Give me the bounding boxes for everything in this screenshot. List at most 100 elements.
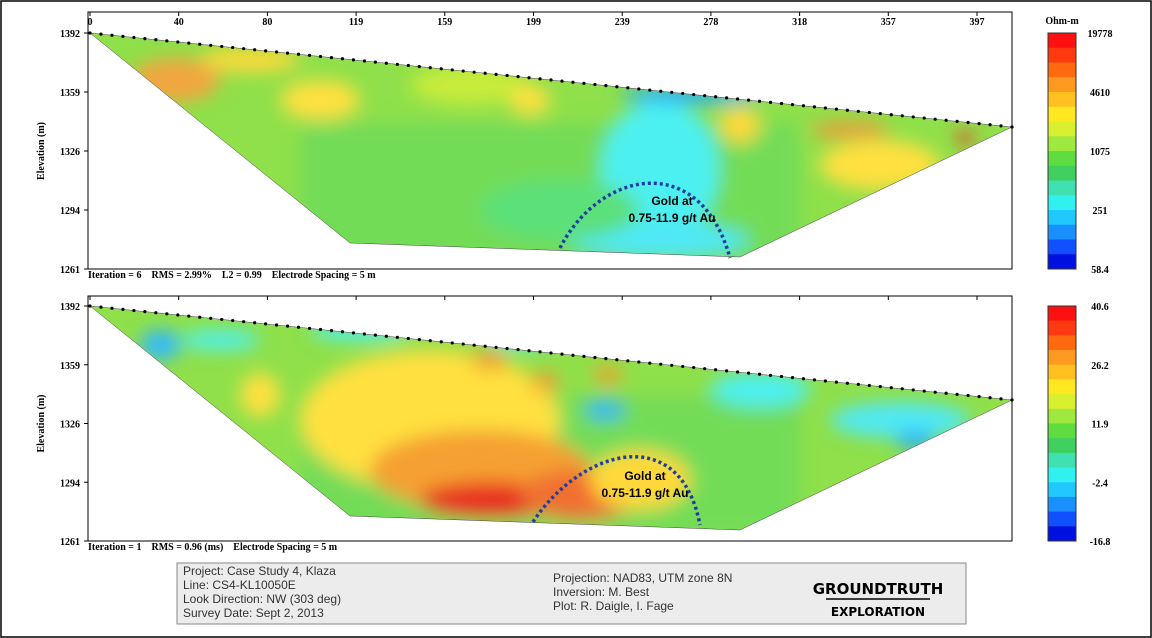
electrode — [143, 36, 147, 41]
logo: GROUNDTRUTH EXPLORATION — [813, 580, 944, 619]
section — [90, 306, 1012, 530]
electrode — [604, 356, 608, 361]
electrode — [395, 62, 399, 66]
electrode — [615, 85, 619, 89]
colorbar-label: 11.9 — [1092, 420, 1109, 431]
electrode — [253, 48, 257, 52]
colorbar-step — [1048, 224, 1076, 240]
electrode — [132, 308, 136, 313]
electrode — [725, 96, 729, 100]
colorbar-step — [1048, 467, 1076, 483]
x-tick-label: 357 — [881, 17, 896, 28]
electrode — [373, 333, 377, 337]
electrode — [132, 35, 136, 40]
blob — [180, 330, 260, 350]
electrode — [242, 320, 246, 324]
electrode — [274, 323, 279, 327]
electrode — [505, 73, 509, 78]
electrode — [977, 395, 981, 399]
electrode — [472, 70, 476, 74]
electrode — [99, 32, 103, 36]
electrode — [582, 354, 586, 358]
electrode — [285, 51, 290, 55]
colorbar-label: -2.4 — [1092, 478, 1108, 489]
y-tick-label: 1261 — [60, 537, 80, 548]
electrode — [110, 306, 114, 310]
electrode — [285, 324, 290, 328]
electrode — [472, 343, 476, 347]
electrode — [264, 322, 268, 326]
electrode — [845, 108, 849, 112]
electrode — [88, 304, 92, 308]
blob — [955, 132, 975, 144]
electrode — [768, 100, 773, 104]
blob — [720, 107, 760, 143]
electrode — [461, 342, 465, 346]
electrode — [538, 77, 542, 81]
electrode — [494, 72, 498, 77]
electrode — [615, 358, 619, 362]
electrode — [560, 352, 564, 356]
colorbar-label: 4610 — [1090, 88, 1110, 99]
colorbar-step — [1048, 496, 1076, 513]
blob — [200, 48, 300, 72]
colorbar-step — [1048, 254, 1076, 270]
gold-outline — [531, 455, 702, 526]
electrode — [626, 359, 630, 363]
colorbar-label: 58.4 — [1091, 265, 1109, 276]
electrode — [648, 88, 652, 92]
blob — [585, 400, 625, 420]
electrode — [220, 44, 224, 49]
electrode — [604, 83, 608, 88]
colorbar-step — [1048, 165, 1076, 181]
electrode — [571, 80, 575, 84]
electrode — [165, 39, 169, 43]
electrode — [637, 360, 641, 364]
electrode — [867, 110, 871, 115]
colorbar-label: 1075 — [1090, 147, 1110, 158]
y-tick-label: 1326 — [60, 420, 80, 431]
electrode — [121, 34, 125, 38]
electrode — [681, 91, 685, 96]
electrode — [406, 336, 410, 341]
colorbar-step — [1048, 180, 1076, 196]
annotation: Gold at — [624, 469, 665, 483]
x-tick-label: 239 — [615, 17, 630, 28]
colorbar-step — [1048, 33, 1076, 49]
electrode — [384, 61, 388, 65]
colorbar-step — [1048, 526, 1076, 542]
colorbar-step — [1048, 452, 1076, 469]
colorbar-step — [1048, 239, 1076, 255]
electrode — [99, 305, 103, 309]
electrode — [296, 52, 301, 56]
electrode — [746, 371, 751, 375]
info-line: Projection: NAD83, UTM zone 8N — [553, 571, 732, 585]
electrode — [231, 318, 235, 323]
colorbar-step — [1048, 379, 1076, 395]
colorbar-step — [1048, 77, 1076, 93]
electrode — [757, 99, 762, 103]
electrode — [692, 92, 696, 97]
electrode — [242, 47, 246, 51]
electrode — [790, 103, 795, 107]
electrode — [384, 334, 388, 338]
electrode — [911, 115, 915, 119]
caption: Iteration = 6 RMS = 2.99% L2 = 0.99 Elec… — [88, 270, 376, 281]
electrode — [834, 380, 838, 384]
electrode — [999, 124, 1003, 128]
info-line: Project: Case Study 4, Klaza — [183, 564, 336, 578]
y-tick-label: 1392 — [60, 302, 80, 313]
blob — [830, 402, 970, 438]
colorbar-label: 251 — [1093, 206, 1108, 217]
logo-line2: EXPLORATION — [831, 605, 925, 619]
electrode — [549, 78, 553, 82]
electrode — [823, 379, 828, 383]
colorbar-step — [1048, 210, 1076, 226]
x-tick-label: 278 — [703, 17, 718, 28]
electrode — [812, 378, 817, 382]
electrode — [966, 393, 970, 398]
electrode — [362, 332, 367, 336]
blob — [480, 180, 640, 240]
colorbar-step — [1048, 335, 1076, 351]
electrode — [714, 368, 718, 372]
